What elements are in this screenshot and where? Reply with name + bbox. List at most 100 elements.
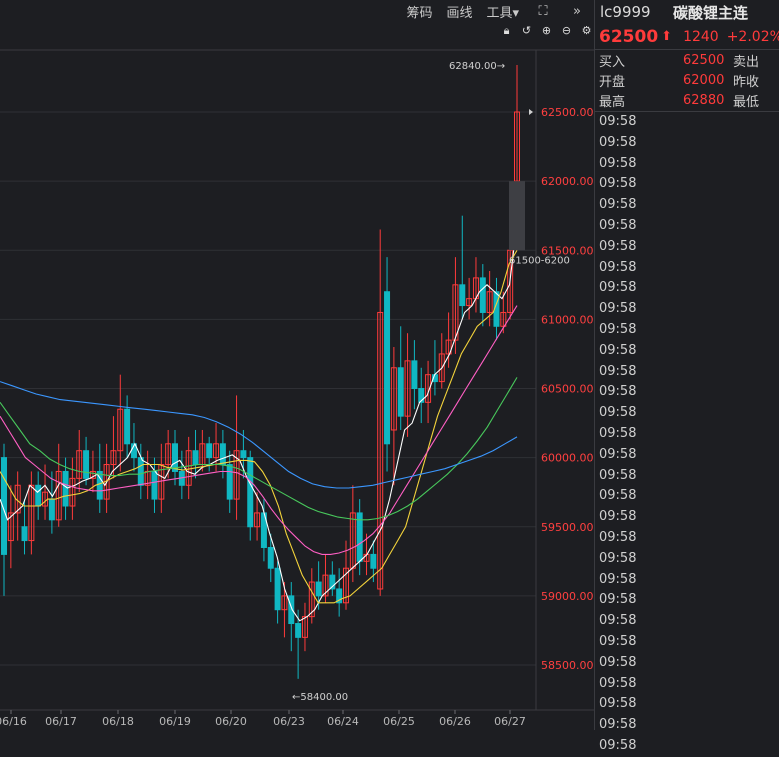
zoom-out-icon[interactable]: ⊖ <box>561 24 572 37</box>
candle-body <box>96 470 103 500</box>
candle-body <box>329 574 336 590</box>
settings-icon[interactable]: ⚙ <box>581 24 592 37</box>
tick-time: 09:58 <box>599 134 637 150</box>
ma60-line <box>0 381 518 489</box>
candle-body <box>445 339 452 355</box>
quote-info: 买入 62500 卖出 开盘 62000 昨收 最高 62880 最低 <box>595 50 779 112</box>
candle-body <box>343 567 349 604</box>
candle-body <box>206 443 213 459</box>
y-axis-label: 58500.00 <box>541 659 594 672</box>
ma10-line <box>0 250 518 604</box>
y-axis-label: 61500.00 <box>541 244 594 257</box>
tick-time: 09:58 <box>599 342 637 358</box>
tick-time: 09:58 <box>599 259 637 275</box>
collapse-panel-icon[interactable]: » <box>573 3 581 19</box>
y-axis-label: 60500.00 <box>541 383 594 396</box>
lock-icon[interactable]: 🔒︎ <box>503 24 510 37</box>
candle-body <box>110 450 117 466</box>
up-arrow-icon: ⬆ <box>661 29 673 44</box>
candle-body <box>274 567 281 611</box>
y-axis-label: 59500.00 <box>541 521 594 534</box>
chart-toolbar: 筹码 画线 工具▾ ⛶ » <box>0 0 594 22</box>
tick-time: 09:58 <box>599 613 637 629</box>
undo-icon[interactable]: ↺ <box>521 24 532 37</box>
ma5-line <box>0 222 518 622</box>
y-axis-label: 62500.00 <box>541 106 594 119</box>
symbol-header: lc9999 碳酸锂主连 <box>595 0 779 24</box>
tick-time: 09:58 <box>599 176 637 192</box>
tick-time: 09:58 <box>599 280 637 296</box>
info-value: 62500 <box>683 52 725 68</box>
quote-panel: lc9999 碳酸锂主连 62500 ⬆ 1240 +2.02% 买入 6250… <box>594 0 779 753</box>
candle-body <box>295 623 302 638</box>
chips-button[interactable]: 筹码 <box>406 5 433 21</box>
ma30-line <box>0 377 518 521</box>
draw-line-button[interactable]: 画线 <box>446 5 473 21</box>
info-value: 62000 <box>683 72 725 88</box>
candle-body <box>479 277 486 313</box>
y-axis-label: 60000.00 <box>541 452 594 465</box>
candle-body <box>425 374 432 403</box>
candle-body <box>404 360 411 417</box>
symbol-code: lc9999 <box>600 3 651 21</box>
candle-body <box>69 477 76 507</box>
candle-body <box>336 588 343 604</box>
zoom-in-icon[interactable]: ⊕ <box>541 24 552 37</box>
info-label-secondary: 卖出 <box>733 54 760 70</box>
tick-time: 09:58 <box>599 384 637 400</box>
candle-body <box>500 311 507 327</box>
tick-time: 09:58 <box>599 550 637 566</box>
candle-body <box>48 498 55 521</box>
tick-time: 09:58 <box>599 467 637 483</box>
candle-body <box>315 581 322 597</box>
x-axis-label: 06/25 <box>383 715 415 728</box>
x-axis-label: 06/23 <box>273 715 305 728</box>
kline-chart[interactable]: 62500.00 62000.00 61500.00 61000.00 60500.00… <box>0 0 594 730</box>
candle-body <box>397 367 404 417</box>
candle-body <box>226 464 233 500</box>
kline-chart-svg[interactable]: 62500.00 62000.00 61500.00 61000.00 60500.00… <box>0 0 594 730</box>
tick-time: 09:58 <box>599 114 637 129</box>
candle-body <box>452 284 459 341</box>
candle-body <box>21 526 28 542</box>
candle-body <box>165 443 172 466</box>
tick-time: 09:58 <box>599 301 637 317</box>
tick-time: 09:58 <box>599 592 637 608</box>
expand-icon[interactable]: ⛶ <box>538 3 548 19</box>
tools-menu-button[interactable]: 工具▾ <box>486 5 519 21</box>
x-axis-label: 06/16 <box>0 715 27 728</box>
candle-body <box>254 512 261 528</box>
candle-body <box>14 484 21 514</box>
x-axis-label: 06/24 <box>327 715 359 728</box>
candle-body <box>301 616 308 638</box>
quote-summary: 62500 ⬆ 1240 +2.02% <box>595 24 779 50</box>
candle-body <box>466 298 473 307</box>
x-axis-label: 06/17 <box>45 715 77 728</box>
info-label: 开盘 <box>599 74 626 90</box>
tick-time: 09:58 <box>599 696 637 712</box>
x-axis-label: 06/20 <box>215 715 247 728</box>
x-axis-label: 06/27 <box>494 715 526 728</box>
candle-body <box>390 367 397 431</box>
x-axis-label: 06/19 <box>159 715 191 728</box>
candle-body <box>281 595 288 611</box>
candle-body <box>267 546 274 569</box>
tick-list[interactable]: 09:58 09:58 09:58 09:58 09:58 09:58 09:58 09:58… <box>595 112 779 757</box>
x-axis-label: 06/26 <box>439 715 471 728</box>
candle-body <box>247 457 254 528</box>
y-axis-label: 59000.00 <box>541 590 594 603</box>
candle-body <box>438 353 445 383</box>
candle-body <box>377 311 384 590</box>
info-label-secondary: 昨收 <box>733 74 760 90</box>
y-axis-label: 62000.00 <box>541 175 594 188</box>
candle-body <box>308 581 315 618</box>
candle-body <box>486 291 493 313</box>
candle-body <box>83 450 90 479</box>
high-annotation: 62840.00→ <box>449 61 505 72</box>
candle-body <box>213 443 220 459</box>
tick-time: 09:58 <box>599 446 637 462</box>
tick-time: 09:58 <box>599 488 637 504</box>
candle-body <box>384 291 391 445</box>
candle-body <box>185 450 192 486</box>
tick-time: 09:58 <box>599 509 637 525</box>
